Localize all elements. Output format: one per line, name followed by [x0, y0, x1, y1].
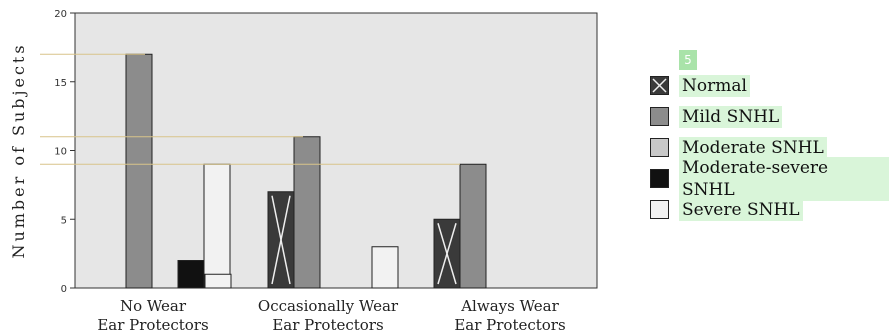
bar	[203, 163, 231, 289]
bar-cross	[437, 223, 457, 285]
plot-area	[74, 12, 598, 289]
y-tick-label: 5	[61, 215, 67, 226]
category-label: No Wear	[120, 297, 187, 315]
legend-label: Mild SNHL	[679, 105, 783, 128]
bar	[459, 163, 487, 289]
bar	[293, 136, 321, 289]
legend-label: Moderate-severe SNHL	[678, 156, 889, 201]
legend-item: Moderate-severe SNHL	[650, 156, 889, 201]
legend-swatch	[650, 107, 669, 126]
y-tick-label: 15	[54, 78, 67, 89]
legend-item: Mild SNHL	[650, 101, 889, 132]
y-tick-label: 10	[54, 147, 67, 158]
category-label: Ear Protectors	[272, 316, 383, 334]
bar	[204, 273, 232, 289]
legend-label: Severe SNHL	[679, 198, 803, 221]
legend-label: Normal	[679, 74, 750, 97]
bar	[125, 53, 153, 289]
legend-label: Moderate SNHL	[679, 136, 827, 159]
legend-swatch	[650, 200, 669, 219]
legend-item: Severe SNHL	[650, 194, 889, 225]
annotation-badge: 5	[679, 50, 697, 70]
y-tick-label: 20	[54, 9, 67, 20]
bar	[371, 246, 399, 289]
legend-item: Normal	[650, 70, 889, 101]
legend-swatch	[650, 76, 669, 95]
bar	[177, 260, 205, 289]
y-axis-title: Number of Subjects	[9, 42, 28, 258]
legend-item: Moderate SNHL	[650, 132, 889, 163]
category-label: Occasionally Wear	[258, 297, 399, 315]
category-label: Ear Protectors	[454, 316, 565, 334]
category-label: Always Wear	[460, 297, 559, 315]
legend: Normal Mild SNHL Moderate SNHL Moderate-sev…	[650, 70, 889, 225]
legend-swatch	[650, 138, 669, 157]
y-tick-label: 0	[61, 284, 67, 295]
category-label: Ear Protectors	[97, 316, 208, 334]
legend-swatch	[650, 169, 669, 188]
bar-cross	[271, 195, 291, 285]
